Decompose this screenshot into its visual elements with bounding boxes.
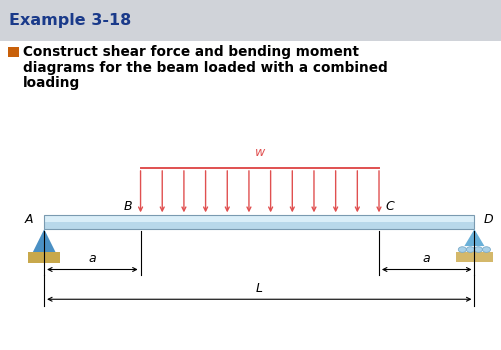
Circle shape <box>465 247 473 252</box>
Bar <box>455 252 492 262</box>
Text: loading: loading <box>23 76 80 90</box>
Text: $a$: $a$ <box>88 252 97 265</box>
Bar <box>0 0 501 41</box>
Bar <box>44 215 473 229</box>
Text: $L$: $L$ <box>255 282 263 295</box>
Text: A: A <box>25 214 33 226</box>
Text: $w$: $w$ <box>253 146 266 159</box>
Circle shape <box>473 247 481 252</box>
Circle shape <box>481 247 489 252</box>
Text: Example 3-18: Example 3-18 <box>9 13 131 28</box>
Bar <box>44 222 473 229</box>
Text: D: D <box>482 214 492 226</box>
Bar <box>28 252 60 262</box>
Text: $a$: $a$ <box>421 252 430 265</box>
Polygon shape <box>33 229 55 252</box>
Text: diagrams for the beam loaded with a combined: diagrams for the beam loaded with a comb… <box>23 61 387 75</box>
Text: Construct shear force and bending moment: Construct shear force and bending moment <box>23 45 358 59</box>
Circle shape <box>457 247 465 252</box>
Bar <box>8 47 19 57</box>
Polygon shape <box>463 229 483 246</box>
Text: B: B <box>124 201 132 214</box>
Text: C: C <box>384 201 393 214</box>
Bar <box>44 215 473 222</box>
